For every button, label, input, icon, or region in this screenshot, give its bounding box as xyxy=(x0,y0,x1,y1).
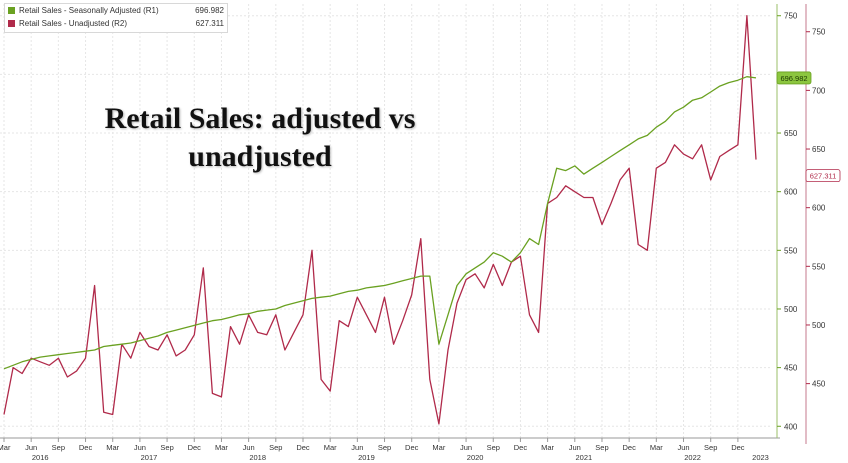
x-year-label-3: 2019 xyxy=(358,453,375,462)
x-tick-label-20: Mar xyxy=(541,443,554,452)
x-tick-label-18: Sep xyxy=(487,443,500,452)
x-tick-label-0: Mar xyxy=(0,443,11,452)
legend-swatch-adjusted xyxy=(8,7,15,14)
last-value-badge-unadjusted xyxy=(805,169,841,183)
x-tick-label-27: Dec xyxy=(731,443,745,452)
r2-tick-label-7: 750 xyxy=(812,28,826,37)
x-year-label-0: 2016 xyxy=(32,453,49,462)
x-tick-label-14: Sep xyxy=(378,443,391,452)
x-tick-label-13: Jun xyxy=(351,443,363,452)
x-year-label-6: 2022 xyxy=(684,453,701,462)
r1-tick-label-2: 500 xyxy=(784,305,798,314)
x-year-label-4: 2020 xyxy=(467,453,484,462)
legend-item-unadjusted: Retail Sales - Unadjusted (R2) 627.311 xyxy=(5,17,227,30)
x-tick-label-21: Jun xyxy=(569,443,581,452)
x-tick-label-24: Mar xyxy=(650,443,663,452)
legend-label-unadjusted: Retail Sales - Unadjusted (R2) xyxy=(19,19,128,28)
r2-tick-label-5: 650 xyxy=(812,145,826,154)
x-tick-label-2: Sep xyxy=(52,443,65,452)
x-tick-label-5: Jun xyxy=(134,443,146,452)
headline-line-1: Retail Sales: adjusted vs xyxy=(104,102,416,135)
last-value-badge-adjusted xyxy=(776,71,812,85)
x-tick-label-12: Mar xyxy=(324,443,337,452)
x-year-label-2: 2018 xyxy=(249,453,266,462)
x-tick-label-10: Sep xyxy=(269,443,282,452)
x-tick-label-15: Dec xyxy=(405,443,419,452)
r2-tick-label-2: 500 xyxy=(812,321,826,330)
headline-line-2: unadjusted xyxy=(188,140,332,173)
legend-value-adjusted: 696.982 xyxy=(195,6,224,15)
last-value-label-adjusted: 696.982 xyxy=(780,74,807,83)
legend: Retail Sales - Seasonally Adjusted (R1) … xyxy=(4,3,228,33)
x-year-label-1: 2017 xyxy=(141,453,158,462)
r1-tick-label-0: 400 xyxy=(784,422,798,431)
r2-tick-label-3: 550 xyxy=(812,262,826,271)
headline: Retail Sales: adjusted vs unadjusted xyxy=(60,100,460,176)
r2-tick-label-4: 600 xyxy=(812,204,826,213)
r1-tick-label-4: 600 xyxy=(784,188,798,197)
x-tick-label-6: Sep xyxy=(160,443,173,452)
last-value-label-unadjusted: 627.311 xyxy=(810,172,837,181)
x-tick-label-4: Mar xyxy=(106,443,119,452)
x-tick-label-11: Dec xyxy=(296,443,310,452)
r2-tick-label-6: 700 xyxy=(812,86,826,95)
r1-tick-label-3: 550 xyxy=(784,246,798,255)
legend-item-adjusted: Retail Sales - Seasonally Adjusted (R1) … xyxy=(5,4,227,17)
x-tick-label-1: Jun xyxy=(25,443,37,452)
x-tick-label-7: Dec xyxy=(188,443,202,452)
x-tick-label-8: Mar xyxy=(215,443,228,452)
x-tick-label-19: Dec xyxy=(514,443,528,452)
legend-swatch-unadjusted xyxy=(8,20,15,27)
r1-tick-label-5: 650 xyxy=(784,129,798,138)
r1-tick-label-7: 750 xyxy=(784,12,798,21)
series-line-adjusted xyxy=(3,76,757,370)
series-line-unadjusted xyxy=(3,15,757,425)
legend-value-unadjusted: 627.311 xyxy=(195,19,224,28)
x-tick-label-23: Dec xyxy=(622,443,636,452)
r2-tick-label-1: 450 xyxy=(812,380,826,389)
x-tick-label-3: Dec xyxy=(79,443,93,452)
x-year-label-5: 2021 xyxy=(576,453,593,462)
r1-tick-label-1: 450 xyxy=(784,364,798,373)
x-tick-label-9: Jun xyxy=(243,443,255,452)
x-tick-label-26: Sep xyxy=(704,443,717,452)
x-tick-label-25: Jun xyxy=(677,443,689,452)
x-tick-label-22: Sep xyxy=(595,443,608,452)
x-year-label-7: 2023 xyxy=(752,453,769,462)
legend-label-adjusted: Retail Sales - Seasonally Adjusted (R1) xyxy=(19,6,159,15)
x-tick-label-17: Jun xyxy=(460,443,472,452)
x-tick-label-16: Mar xyxy=(432,443,445,452)
